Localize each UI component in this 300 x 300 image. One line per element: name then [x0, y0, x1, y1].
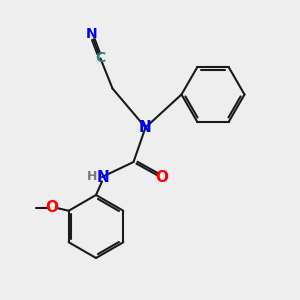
Text: N: N: [86, 28, 97, 41]
Text: H: H: [87, 170, 98, 184]
Text: N: N: [139, 120, 152, 135]
Text: N: N: [96, 169, 109, 184]
Text: C: C: [95, 52, 106, 65]
Text: O: O: [155, 169, 169, 184]
Text: O: O: [46, 200, 59, 215]
